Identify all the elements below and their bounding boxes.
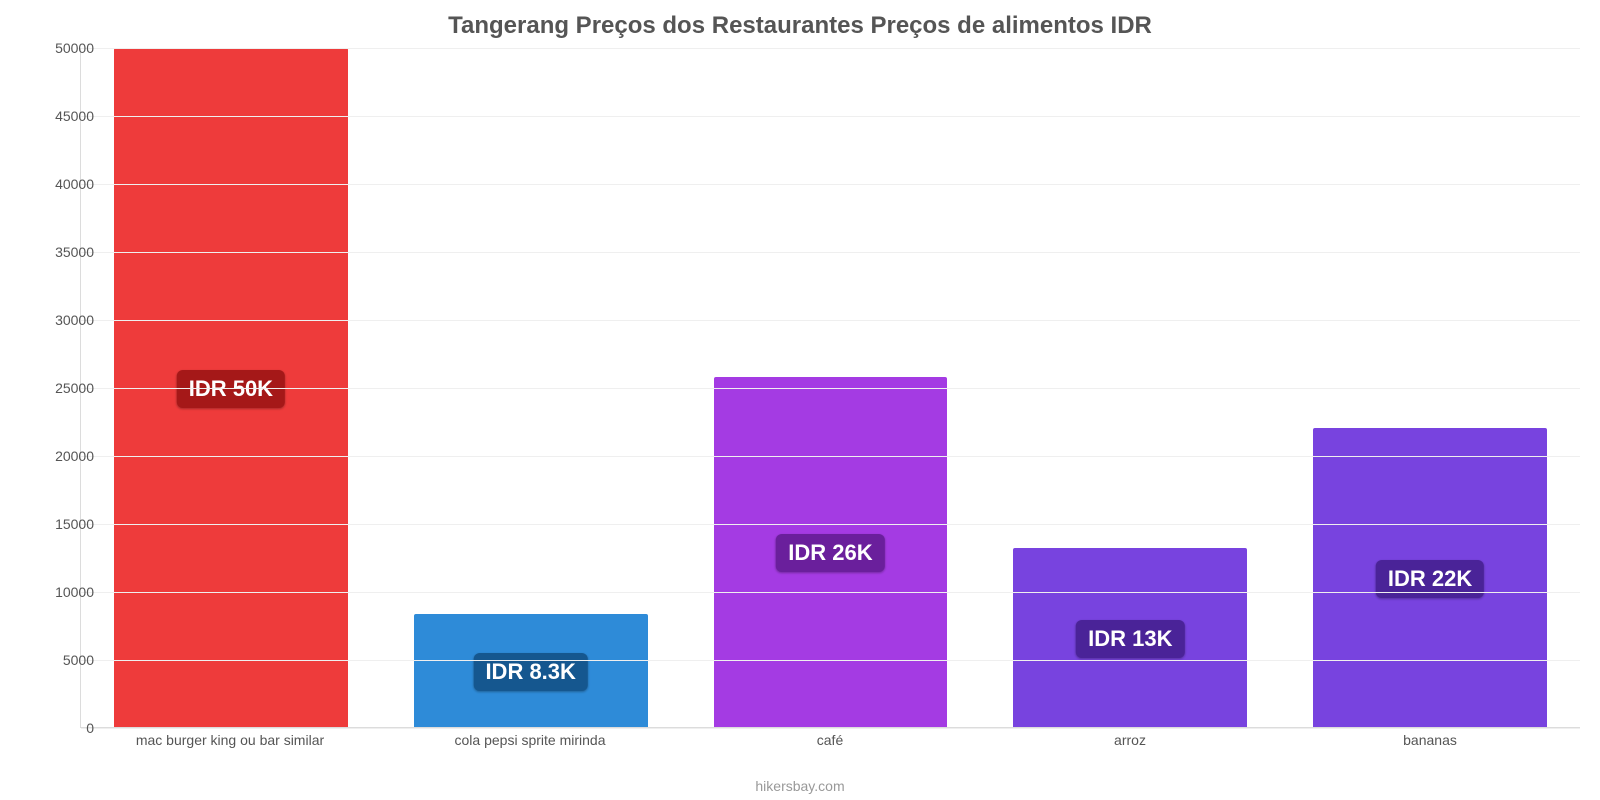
y-tick-label: 10000 bbox=[55, 584, 94, 600]
y-tick-label: 40000 bbox=[55, 176, 94, 192]
x-tick-label: café bbox=[680, 732, 980, 748]
bar-value-pill: IDR 8.3K bbox=[473, 653, 587, 691]
bar-value-pill: IDR 13K bbox=[1076, 620, 1184, 658]
x-axis: mac burger king ou bar similarcola pepsi… bbox=[80, 732, 1580, 748]
gridline bbox=[81, 728, 1580, 729]
x-tick-label: bananas bbox=[1280, 732, 1580, 748]
gridline bbox=[81, 184, 1580, 185]
x-tick-label: mac burger king ou bar similar bbox=[80, 732, 380, 748]
footer-credit: hikersbay.com bbox=[0, 778, 1600, 794]
gridline bbox=[81, 592, 1580, 593]
y-tick-label: 5000 bbox=[63, 652, 94, 668]
bar-value-pill: IDR 50K bbox=[177, 370, 285, 408]
y-tick-label: 35000 bbox=[55, 244, 94, 260]
bar: IDR 26K bbox=[714, 377, 948, 727]
bar: IDR 22K bbox=[1313, 428, 1547, 727]
gridline bbox=[81, 388, 1580, 389]
y-tick-label: 25000 bbox=[55, 380, 94, 396]
x-tick-label: arroz bbox=[980, 732, 1280, 748]
gridline bbox=[81, 48, 1580, 49]
gridline bbox=[81, 524, 1580, 525]
y-tick-label: 50000 bbox=[55, 40, 94, 56]
chart-title: Tangerang Preços dos Restaurantes Preços… bbox=[0, 0, 1600, 40]
gridline bbox=[81, 252, 1580, 253]
plot-area: IDR 50K IDR 8.3K IDR 26K IDR 13K IDR 22K bbox=[80, 48, 1580, 728]
gridline bbox=[81, 456, 1580, 457]
y-tick-label: 30000 bbox=[55, 312, 94, 328]
gridline bbox=[81, 116, 1580, 117]
gridline bbox=[81, 320, 1580, 321]
bar-value-pill: IDR 26K bbox=[776, 534, 884, 572]
y-tick-label: 45000 bbox=[55, 108, 94, 124]
x-tick-label: cola pepsi sprite mirinda bbox=[380, 732, 680, 748]
bar: IDR 13K bbox=[1013, 548, 1247, 727]
plot-wrap: IDR 50K IDR 8.3K IDR 26K IDR 13K IDR 22K bbox=[80, 48, 1580, 728]
y-tick-label: 15000 bbox=[55, 516, 94, 532]
bar: IDR 8.3K bbox=[414, 614, 648, 727]
gridline bbox=[81, 660, 1580, 661]
y-tick-label: 20000 bbox=[55, 448, 94, 464]
